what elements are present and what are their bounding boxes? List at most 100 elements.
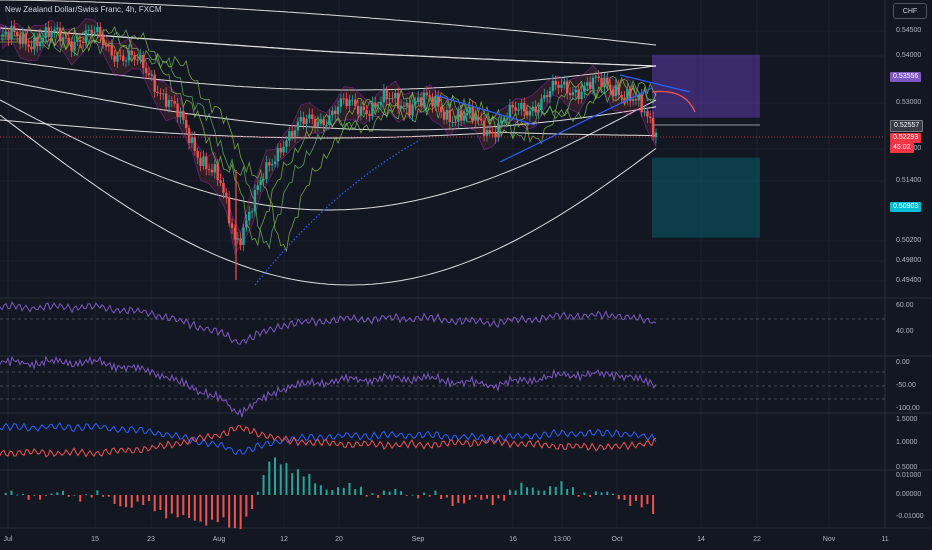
- candle-body: [451, 121, 454, 123]
- histogram-bar: [612, 493, 615, 495]
- last-price-badge: 0.52293: [890, 133, 922, 143]
- candle-body: [419, 97, 423, 107]
- basis-line: [0, 119, 657, 139]
- candle-body: [250, 211, 254, 213]
- histogram-bar: [583, 492, 586, 495]
- histogram-bar: [337, 487, 340, 495]
- histogram-bar: [594, 491, 597, 495]
- candle-body: [139, 54, 142, 60]
- candle-body: [448, 109, 451, 122]
- time-tick: 23: [147, 536, 155, 543]
- histogram-bar: [508, 489, 511, 495]
- histogram-bar: [90, 495, 93, 498]
- histogram-bar: [319, 485, 322, 495]
- histogram-bar: [342, 487, 345, 495]
- position-tool[interactable]: [652, 54, 760, 238]
- histogram-bar: [147, 495, 150, 502]
- histogram-bar: [468, 495, 471, 500]
- histogram-bar: [10, 490, 13, 495]
- candle-body: [227, 197, 231, 224]
- candle-body: [325, 125, 328, 127]
- moving-average: [0, 28, 657, 250]
- histogram-bar: [153, 495, 156, 512]
- histogram-bar: [21, 493, 24, 495]
- histogram-bar: [377, 495, 380, 498]
- time-tick: Sep: [411, 536, 425, 543]
- candle-body: [537, 109, 540, 113]
- histogram-bar: [314, 483, 317, 495]
- histogram-bar: [388, 491, 391, 495]
- candle-body: [308, 114, 311, 119]
- candle-body: [67, 37, 70, 42]
- upper-band: [0, 27, 657, 67]
- histogram-bar: [549, 486, 552, 495]
- cloud-band: [0, 17, 657, 255]
- histogram-bar: [400, 491, 403, 495]
- histogram-bar: [589, 495, 592, 497]
- currency-button[interactable]: CHF: [893, 3, 927, 19]
- histogram-bar: [67, 495, 70, 497]
- histogram-bar: [560, 481, 563, 495]
- histogram-bar: [526, 487, 529, 495]
- candle-body: [147, 73, 151, 76]
- histogram-bar: [497, 495, 500, 499]
- candle-body: [164, 93, 168, 107]
- candle-body: [376, 104, 380, 107]
- time-tick: Jul: [3, 536, 13, 543]
- histogram-bar: [331, 490, 334, 495]
- histogram-bar: [308, 473, 311, 495]
- candle-body: [170, 100, 174, 102]
- price-tick: 0.50200: [896, 237, 922, 244]
- histogram-bar: [291, 473, 294, 495]
- candle-body: [608, 84, 612, 90]
- candle-body: [222, 183, 225, 193]
- candle-body: [313, 118, 317, 127]
- histogram-bar: [480, 495, 483, 500]
- candle-body: [276, 147, 280, 162]
- candle-body: [554, 80, 557, 85]
- candle-body: [99, 26, 102, 36]
- candle-body: [351, 99, 354, 101]
- histogram-bar: [125, 495, 128, 508]
- candle-body: [405, 102, 408, 107]
- candle-body: [213, 164, 217, 173]
- trend-lines[interactable]: [254, 74, 696, 286]
- histogram-bar: [348, 482, 351, 495]
- candle-body: [1, 34, 5, 36]
- candle-body: [462, 115, 466, 121]
- chart-grid: [0, 0, 932, 529]
- candle-body: [460, 110, 463, 121]
- candle-body: [471, 106, 474, 121]
- histogram-bar: [222, 495, 225, 518]
- candle-body: [477, 116, 480, 119]
- histogram-bar: [405, 495, 408, 496]
- ichimoku-cloud: [0, 17, 657, 255]
- histogram-bar: [73, 494, 76, 496]
- pane3-tick: 0.5000: [896, 464, 918, 471]
- candle-body: [47, 27, 50, 38]
- histogram-bar: [119, 495, 122, 507]
- candle-body: [44, 27, 48, 38]
- candle-body: [543, 95, 546, 99]
- histogram-bar: [577, 495, 580, 497]
- candle-body: [646, 111, 649, 117]
- pane4-tick: 0.01000: [896, 472, 922, 479]
- candle-body: [417, 97, 420, 102]
- histogram-bar: [210, 495, 213, 520]
- time-tick: 13:00: [553, 536, 571, 543]
- candle-body: [359, 106, 363, 115]
- candle-body: [70, 41, 73, 51]
- histogram-bar: [457, 495, 460, 503]
- candle-body: [268, 162, 271, 166]
- symbol-title: New Zealand Dollar/Swiss Franc, 4h, FXCM: [5, 5, 162, 14]
- ratio-line-red: [0, 425, 657, 458]
- candle-body: [150, 74, 154, 76]
- candle-body: [500, 120, 503, 124]
- projection-curve: [651, 90, 696, 113]
- histogram-bar: [285, 463, 288, 495]
- price-tick: 0.49400: [896, 277, 922, 284]
- candle-body: [551, 80, 555, 92]
- histogram-bar: [566, 488, 569, 495]
- stop-price-badge: 0.53556: [890, 72, 922, 82]
